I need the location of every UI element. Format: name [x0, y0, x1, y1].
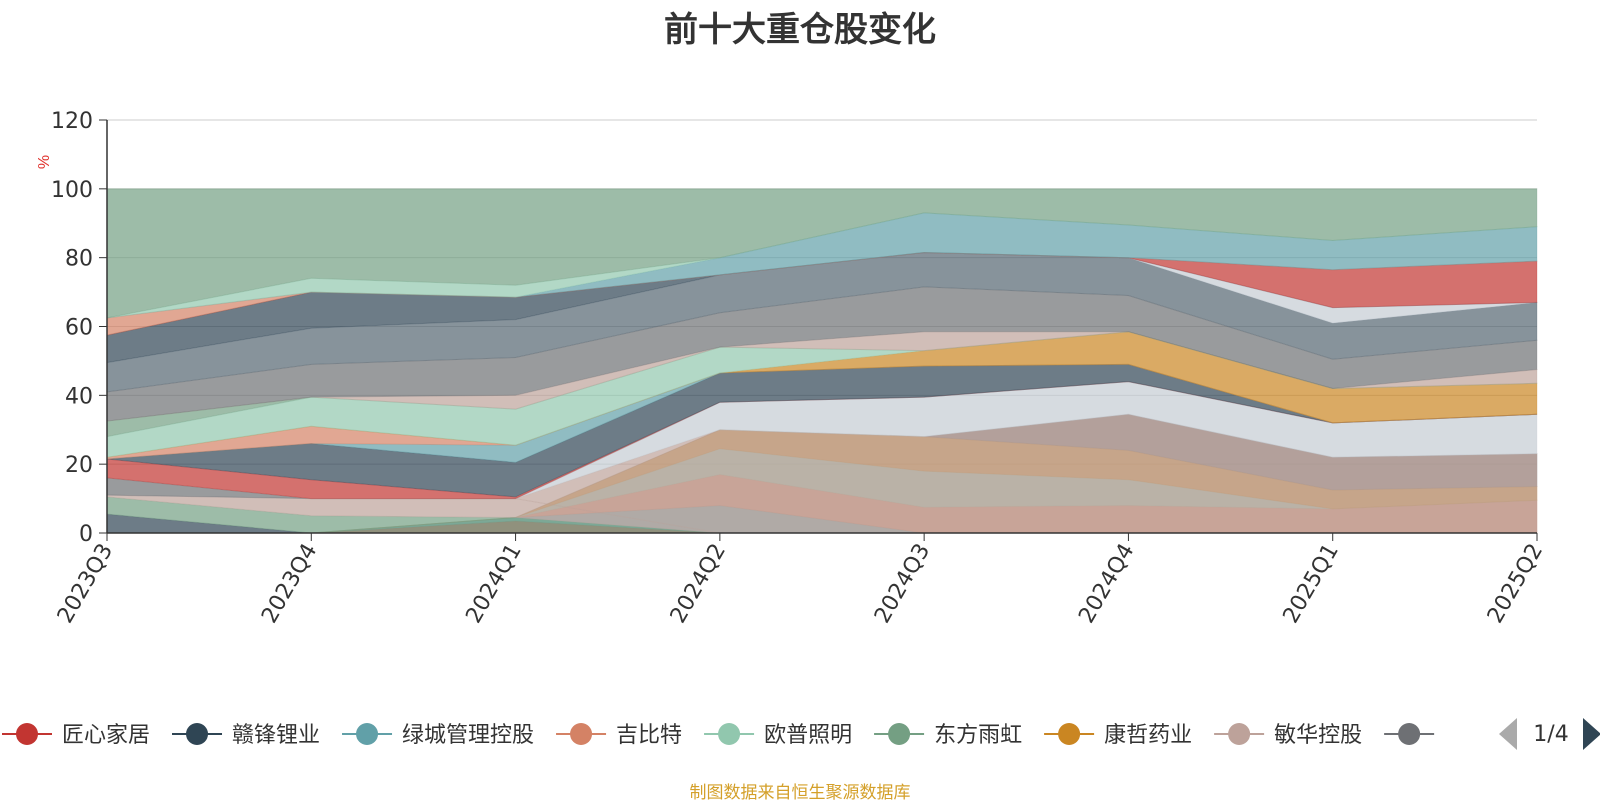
y-tick-label: 40: [65, 384, 93, 409]
legend: 匠心家居 赣锋锂业 绿城管理控股 吉比特 欧普照明 东方雨虹 康哲药业 敏华控股: [2, 723, 1435, 748]
legend-marker: [888, 723, 911, 745]
legend-label: 康哲药业: [1104, 723, 1192, 748]
x-tick-label: 2024Q4: [1074, 540, 1139, 628]
legend-label: 匠心家居: [62, 723, 150, 748]
legend-marker: [16, 723, 38, 745]
y-tick-labels: 0 20 40 60 80 100 120: [51, 109, 107, 547]
legend-item[interactable]: 东方雨虹: [874, 723, 1022, 748]
x-tick-label: 2025Q1: [1279, 540, 1344, 628]
legend-pager: 1/4: [1499, 718, 1600, 750]
x-tick-label: 2025Q2: [1483, 540, 1548, 628]
legend-marker: [1398, 723, 1421, 745]
area-band: [106, 413, 1538, 534]
legend-item[interactable]: 赣锋锂业: [172, 723, 320, 748]
legend-page-indicator: 1/4: [1533, 722, 1568, 747]
legend-item[interactable]: 吉比特: [556, 723, 682, 748]
area-band: [106, 188, 1538, 319]
x-tick-label: 2023Q3: [53, 540, 118, 628]
legend-item[interactable]: 敏华控股: [1214, 723, 1362, 748]
y-tick-label: 120: [51, 109, 93, 134]
y-axis-label: %: [36, 155, 53, 169]
legend-label: 吉比特: [616, 723, 682, 748]
chart-title: 前十大重仓股变化: [664, 10, 936, 50]
legend-marker: [1228, 723, 1251, 745]
legend-marker: [356, 723, 379, 745]
source-note: 制图数据来自恒生聚源数据库: [689, 783, 911, 803]
y-tick-label: 60: [65, 316, 93, 341]
legend-item[interactable]: 欧普照明: [704, 723, 852, 748]
y-tick-label: 20: [65, 453, 93, 478]
legend-marker: [1058, 723, 1081, 745]
legend-marker: [570, 723, 593, 745]
legend-marker: [718, 723, 741, 745]
legend-label: 绿城管理控股: [402, 723, 534, 748]
legend-prev-icon[interactable]: [1499, 718, 1517, 750]
y-tick-label: 0: [79, 522, 93, 547]
area-band: [106, 331, 1538, 422]
legend-item[interactable]: [1384, 723, 1435, 745]
legend-label: 东方雨虹: [934, 723, 1022, 748]
legend-next-icon[interactable]: [1583, 718, 1600, 750]
legend-label: 赣锋锂业: [232, 723, 320, 748]
x-tick-label: 2024Q2: [666, 540, 731, 628]
legend-label: 欧普照明: [764, 723, 852, 748]
legend-label: 敏华控股: [1274, 723, 1362, 748]
x-tick-label: 2024Q1: [461, 540, 526, 628]
x-tick-labels: 2023Q3 2023Q4 2024Q1 2024Q2 2024Q3 2024Q4 2025…: [53, 533, 1548, 628]
legend-marker: [186, 723, 209, 745]
x-tick-label: 2024Q3: [870, 540, 935, 628]
y-tick-label: 80: [65, 247, 93, 272]
y-tick-label: 100: [51, 178, 93, 203]
legend-item[interactable]: 匠心家居: [2, 723, 150, 748]
x-tick-label: 2023Q4: [257, 540, 322, 628]
legend-item[interactable]: 康哲药业: [1044, 723, 1192, 748]
legend-item[interactable]: 绿城管理控股: [342, 723, 534, 748]
stacked-areas: [106, 188, 1538, 534]
